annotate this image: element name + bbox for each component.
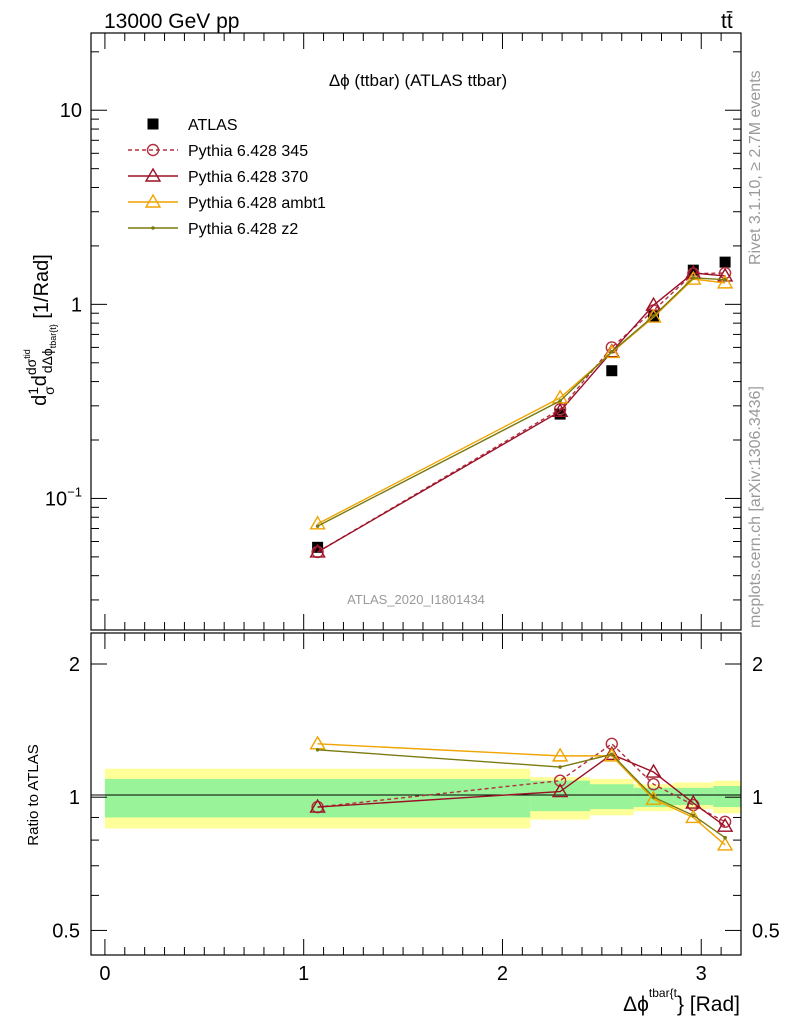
ratio-pythia-6-428-z2-point — [723, 835, 727, 840]
ratio-pythia-6-428-370-point — [603, 745, 621, 761]
ratio-panel-frame — [90, 632, 742, 956]
series-pythia-6-428-z2-point — [609, 349, 614, 354]
legend-item-pythia-6-428-ambt1: Pythia 6.428 ambt1 — [128, 193, 326, 212]
ratio-y-axis-label: Ratio to ATLAS — [25, 744, 42, 845]
series-pythia-6-428-370 — [309, 264, 734, 558]
legend-label: Pythia 6.428 ambt1 — [188, 195, 326, 212]
ratio-pythia-6-428-ambt1-point — [551, 747, 569, 762]
process-label: tt̄ — [721, 10, 733, 33]
ratio-y-tick-label-left: 2 — [69, 654, 80, 676]
top-y-axis-label: d1σddσtid dΔϕtbar{t} [1/Rad] — [22, 254, 58, 406]
ratio-pythia-6-428-370 — [309, 745, 734, 832]
top-y-tick-label: 10 — [60, 100, 82, 122]
x-tick-label: 2 — [497, 963, 508, 985]
ratio-pythia-6-428-z2 — [315, 747, 727, 840]
series-pythia-6-428-ambt1-point — [603, 344, 621, 359]
main-panel-frame — [90, 32, 742, 631]
series-pythia-6-428-370-point — [551, 402, 569, 418]
ratio-pythia-6-428-370-point — [716, 817, 734, 832]
main-panel: 10−1 1 10 Δϕ (ttbar) (ATLAS ttbar) ATLAS_2… — [22, 32, 742, 631]
legend-marker — [151, 226, 155, 230]
series-pythia-6-428-ambt1 — [309, 270, 734, 530]
series-pythia-6-428-ambt1-point — [645, 308, 662, 323]
series-atlas — [312, 256, 731, 553]
legend-item-pythia-6-428-z2: Pythia 6.428 z2 — [128, 221, 298, 238]
legend-marker — [144, 167, 162, 182]
x-tick-label: 0 — [99, 963, 110, 985]
x-axis-label: Δϕtbar{t} [Rad] — [623, 986, 740, 1016]
stat-uncertainty-band — [589, 784, 634, 810]
series-atlas-point — [687, 264, 699, 276]
ratio-panel: 0.5 0.5 1 1 2 2 0 1 2 3 Ratio to ATLAS Δϕtbar{t} … — [25, 632, 780, 1016]
legend-marker — [147, 118, 159, 130]
series-pythia-6-428-z2-point — [315, 524, 320, 528]
ratio-pythia-6-428-370-point — [309, 798, 326, 813]
mcplots-label: mcplots.cern.ch [arXiv:1306.3436] — [747, 386, 764, 628]
ratio-pythia-6-428-z2-point — [315, 747, 320, 752]
ratio-y-tick-label-left: 0.5 — [52, 920, 80, 942]
ratio-pythia-6-428-370-line — [317, 753, 726, 827]
ratio-pythia-6-428-z2-point — [651, 795, 656, 800]
legend-label: Pythia 6.428 370 — [188, 169, 308, 186]
ratio-pythia-6-428-ambt1-point — [685, 809, 702, 824]
energy-label: 13000 GeV pp — [104, 10, 239, 33]
stat-uncertainty-band — [713, 786, 741, 808]
series-pythia-6-428-z2 — [315, 276, 727, 528]
x-tick-label: 1 — [298, 963, 309, 985]
ratio-pythia-6-428-z2-line — [317, 749, 726, 839]
series-pythia-6-428-370-line — [317, 272, 726, 553]
series-atlas-point — [719, 256, 731, 268]
legend-label: ATLAS — [188, 117, 238, 134]
x-tick-label: 3 — [696, 963, 707, 985]
series-pythia-6-428-ambt1-point — [309, 515, 326, 530]
analysis-watermark: ATLAS_2020_I1801434 — [347, 592, 485, 607]
ratio-pythia-6-428-z2-point — [691, 813, 696, 818]
series-pythia-6-428-z2-line — [317, 277, 726, 527]
legend: ATLAS Pythia 6.428 345 Pythia 6.428 370 Pyt… — [128, 117, 326, 238]
series-pythia-6-428-ambt1-point — [716, 274, 734, 289]
legend-item-pythia-6-428-345: Pythia 6.428 345 — [128, 143, 308, 160]
series-pythia-6-428-z2-point — [651, 314, 656, 318]
legend-marker — [146, 143, 160, 157]
ratio-y-tick-label-left: 1 — [69, 787, 80, 809]
series-atlas-point — [606, 365, 618, 377]
legend-label: Pythia 6.428 z2 — [188, 221, 298, 238]
series-pythia-6-428-z2-point — [723, 277, 727, 282]
ratio-y-tick-label-right: 2 — [752, 654, 763, 676]
series-pythia-6-428-370-point — [309, 543, 326, 558]
ratio-y-tick-label-right: 0.5 — [752, 920, 780, 942]
ratio-pythia-6-428-370-point — [685, 794, 702, 809]
rivet-version-label: Rivet 3.1.10, ≥ 2.7M events — [747, 70, 764, 265]
top-y-tick-label: 1 — [71, 294, 82, 316]
ratio-pythia-6-428-z2-point — [609, 752, 614, 757]
ratio-pythia-6-428-ambt1-point — [716, 836, 734, 851]
legend-marker — [144, 193, 162, 208]
ratio-pythia-6-428-345-point — [553, 774, 567, 787]
chart-title: Δϕ (ttbar) (ATLAS ttbar) — [329, 71, 507, 90]
legend-label: Pythia 6.428 345 — [188, 143, 308, 160]
legend-item-atlas: ATLAS — [147, 117, 238, 134]
series-pythia-6-428-z2-point — [691, 276, 696, 280]
ratio-pythia-6-428-345-point — [647, 778, 660, 791]
ratio-pythia-6-428-z2-point — [558, 765, 562, 769]
ratio-pythia-6-428-ambt1-point — [309, 735, 326, 750]
series-pythia-6-428-345-line — [317, 272, 726, 553]
series-pythia-6-428-ambt1-line — [317, 278, 726, 525]
ratio-pythia-6-428-370-point — [551, 783, 569, 798]
series-atlas-point — [312, 541, 324, 553]
series-pythia-6-428-345 — [311, 266, 732, 559]
top-y-tick-label: 10−1 — [45, 484, 82, 510]
ratio-pythia-6-428-370-point — [645, 763, 662, 778]
legend-item-pythia-6-428-370: Pythia 6.428 370 — [128, 167, 308, 186]
ratio-y-tick-label-right: 1 — [752, 787, 763, 809]
series-pythia-6-428-z2-point — [558, 399, 562, 403]
